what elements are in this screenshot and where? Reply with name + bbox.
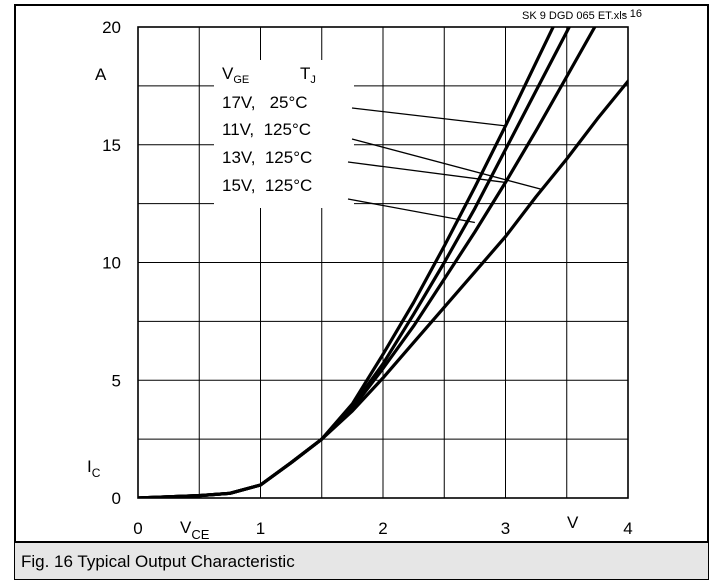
y-tick-label: 10 — [102, 254, 121, 273]
x-tick-label: 4 — [623, 519, 632, 538]
legend-header-vge: VGE — [222, 64, 249, 86]
y-axis-unit: A — [95, 65, 107, 84]
y-axis-label: IC — [87, 457, 101, 480]
legend-entry: 11V, 125°C — [222, 120, 311, 139]
x-tick-label: 1 — [256, 519, 265, 538]
legend-leader-line — [351, 138, 543, 191]
tick-labels: 0 1 2 3 4 0 5 10 15 20 — [102, 18, 633, 538]
plot-area-border — [137, 26, 629, 499]
y-tick-label: 0 — [112, 489, 121, 508]
legend-header-tj: TJ — [300, 64, 316, 86]
caption-bar: Fig. 16 Typical Output Characteristic — [15, 541, 708, 579]
figure-caption: Fig. 16 Typical Output Characteristic — [21, 552, 295, 571]
file-label: SK 9 DGD 065 ET.xls — [522, 10, 628, 22]
series-line-4 — [138, 27, 572, 498]
series-group — [138, 27, 628, 498]
y-tick-label: 15 — [102, 136, 121, 155]
x-tick-label: 2 — [378, 519, 387, 538]
x-tick-label: 3 — [501, 519, 510, 538]
x-axis-unit: V — [567, 513, 579, 532]
x-axis-label: VCE — [180, 518, 210, 542]
legend-entry: 15V, 125°C — [222, 176, 312, 195]
y-tick-label: 20 — [102, 18, 121, 37]
outer-border — [14, 4, 709, 580]
legend-leader-line — [347, 198, 475, 224]
figure-number-label: - 16 — [623, 8, 642, 20]
x-tick-label: 0 — [133, 519, 142, 538]
legend-entry: 13V, 125°C — [222, 148, 312, 167]
legend-entry: 17V, 25°C — [222, 93, 308, 112]
legend-background — [214, 60, 354, 208]
legend-leader-line — [347, 161, 506, 184]
legend-leader-lines — [347, 107, 543, 224]
y-tick-label: 5 — [112, 371, 121, 390]
file-label-background — [520, 7, 632, 22]
legend: VGE TJ 17V, 25°C 11V, 125°C 13V, 125°C 1… — [214, 60, 354, 208]
legend-leader-line — [351, 107, 506, 127]
